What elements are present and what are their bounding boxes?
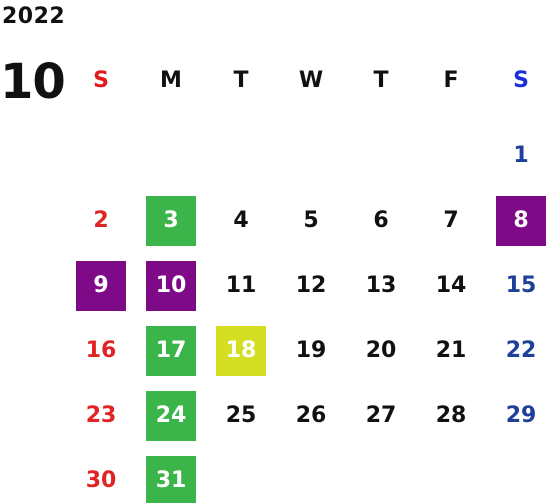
day-number: 7: [443, 208, 459, 233]
day-cell-9[interactable]: 9: [66, 253, 136, 318]
weekday-header-thursday: T: [373, 68, 389, 93]
day-cell-3[interactable]: 3: [136, 188, 206, 253]
day-cell-27[interactable]: 27: [346, 383, 416, 448]
weekday-header-sunday: S: [93, 68, 109, 93]
day-cell-11[interactable]: 11: [206, 253, 276, 318]
day-cell-31[interactable]: 31: [136, 448, 206, 503]
day-cell-14[interactable]: 14: [416, 253, 486, 318]
empty-day-cell: [66, 123, 136, 188]
day-cell-21[interactable]: 21: [416, 318, 486, 383]
day-cell-12[interactable]: 12: [276, 253, 346, 318]
day-number: 2: [93, 208, 109, 233]
day-cell-4[interactable]: 4: [206, 188, 276, 253]
day-cell-29[interactable]: 29: [486, 383, 548, 448]
day-cell-15[interactable]: 15: [486, 253, 548, 318]
empty-day-cell: [416, 123, 486, 188]
day-number: 9: [76, 260, 126, 311]
day-cell-18[interactable]: 18: [206, 318, 276, 383]
day-cell-16[interactable]: 16: [66, 318, 136, 383]
day-number: 13: [365, 273, 397, 298]
day-cell-1[interactable]: 1: [486, 123, 548, 188]
day-cell-8[interactable]: 8: [486, 188, 548, 253]
day-number: 8: [496, 195, 546, 246]
day-number: 16: [85, 338, 117, 363]
day-cell-17[interactable]: 17: [136, 318, 206, 383]
day-cell-19[interactable]: 19: [276, 318, 346, 383]
day-number: 3: [146, 195, 196, 246]
day-cell-7[interactable]: 7: [416, 188, 486, 253]
day-number: 1: [513, 143, 529, 168]
weekday-header-wednesday: W: [298, 68, 324, 93]
empty-day-cell: [276, 123, 346, 188]
day-cell-22[interactable]: 22: [486, 318, 548, 383]
day-number: 24: [146, 390, 196, 441]
day-cell-28[interactable]: 28: [416, 383, 486, 448]
weekday-header-tuesday: T: [233, 68, 249, 93]
empty-day-cell: [346, 123, 416, 188]
day-number: 19: [295, 338, 327, 363]
calendar-grid: S M T W T F S 1 2 3 4 5 6 7 8 9 10 11 12 13 14 15 16 17 1…: [66, 58, 548, 503]
empty-day-cell: [206, 123, 276, 188]
day-number: 18: [216, 325, 266, 376]
day-number: 10: [146, 260, 196, 311]
day-number: 23: [85, 403, 117, 428]
weekday-header-monday: M: [160, 68, 182, 93]
weekday-header-saturday: S: [513, 68, 529, 93]
empty-day-cell: [136, 123, 206, 188]
day-cell-2[interactable]: 2: [66, 188, 136, 253]
day-cell-13[interactable]: 13: [346, 253, 416, 318]
day-number: 31: [146, 455, 196, 503]
day-cell-6[interactable]: 6: [346, 188, 416, 253]
weekday-header-friday: F: [443, 68, 459, 93]
day-cell-30[interactable]: 30: [66, 448, 136, 503]
day-number: 5: [303, 208, 319, 233]
day-cell-20[interactable]: 20: [346, 318, 416, 383]
day-cell-26[interactable]: 26: [276, 383, 346, 448]
day-number: 6: [373, 208, 389, 233]
day-number: 11: [225, 273, 257, 298]
day-number: 4: [233, 208, 249, 233]
day-number: 21: [435, 338, 467, 363]
day-number: 14: [435, 273, 467, 298]
day-number: 17: [146, 325, 196, 376]
day-cell-23[interactable]: 23: [66, 383, 136, 448]
day-number: 28: [435, 403, 467, 428]
day-number: 30: [85, 468, 117, 493]
day-number: 20: [365, 338, 397, 363]
day-number: 12: [295, 273, 327, 298]
day-number: 25: [225, 403, 257, 428]
day-cell-5[interactable]: 5: [276, 188, 346, 253]
day-number: 15: [505, 273, 537, 298]
day-number: 22: [505, 338, 537, 363]
day-number: 27: [365, 403, 397, 428]
day-number: 29: [505, 403, 537, 428]
day-cell-24[interactable]: 24: [136, 383, 206, 448]
day-cell-10[interactable]: 10: [136, 253, 206, 318]
calendar-month: 10: [0, 54, 66, 110]
calendar-year: 2022: [2, 4, 66, 29]
day-number: 26: [295, 403, 327, 428]
day-cell-25[interactable]: 25: [206, 383, 276, 448]
